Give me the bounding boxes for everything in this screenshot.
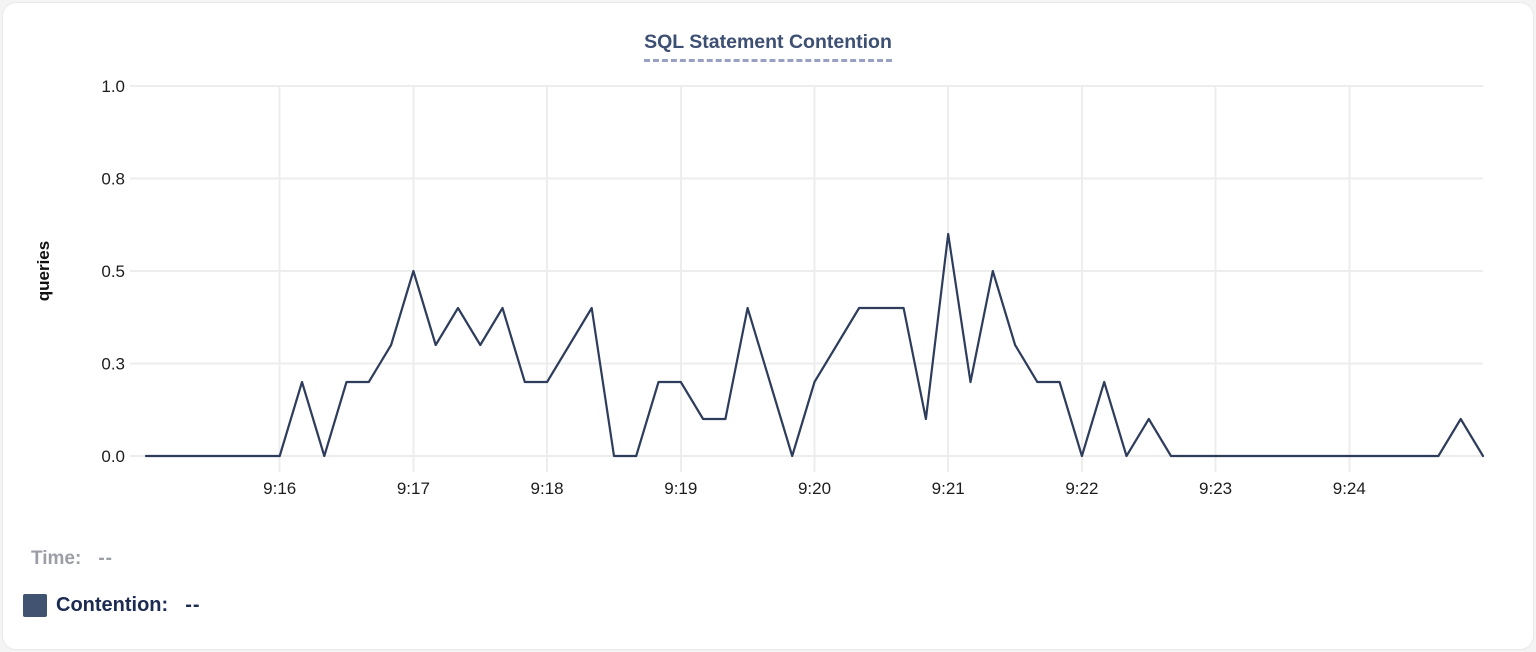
x-tick-label: 9:23	[1199, 479, 1232, 498]
x-tick-label: 9:24	[1333, 479, 1366, 498]
chart-header: SQL Statement Contention	[3, 31, 1533, 62]
x-tick-label: 9:18	[531, 479, 564, 498]
y-tick-label: 0.3	[101, 355, 125, 374]
x-tick-label: 9:19	[664, 479, 697, 498]
time-readout-value: --	[98, 548, 113, 569]
y-tick-label: 0.0	[101, 447, 125, 466]
contention-readout-label: Contention:	[56, 594, 169, 616]
contention-series-swatch	[23, 594, 47, 617]
chart-title[interactable]: SQL Statement Contention	[644, 31, 892, 62]
x-tick-label: 9:21	[932, 479, 965, 498]
contention-readout-value: --	[185, 594, 201, 616]
time-readout-label: Time:	[31, 548, 82, 569]
contention-readout: Contention: --	[23, 594, 201, 617]
x-tick-label: 9:20	[798, 479, 831, 498]
x-tick-label: 9:17	[397, 479, 430, 498]
x-tick-label: 9:22	[1065, 479, 1098, 498]
y-axis-title: queries	[34, 241, 53, 301]
y-tick-label: 0.5	[101, 262, 125, 281]
x-tick-label: 9:16	[263, 479, 296, 498]
y-tick-label: 1.0	[101, 77, 125, 96]
contention-series-line	[144, 232, 1485, 458]
contention-chart[interactable]: queries 9:16 9:17 9:18 9:19 9:20 9:21 9:22 9:23…	[3, 3, 1536, 527]
y-tick-label: 0.8	[101, 170, 125, 189]
time-readout: Time: --	[31, 548, 113, 570]
